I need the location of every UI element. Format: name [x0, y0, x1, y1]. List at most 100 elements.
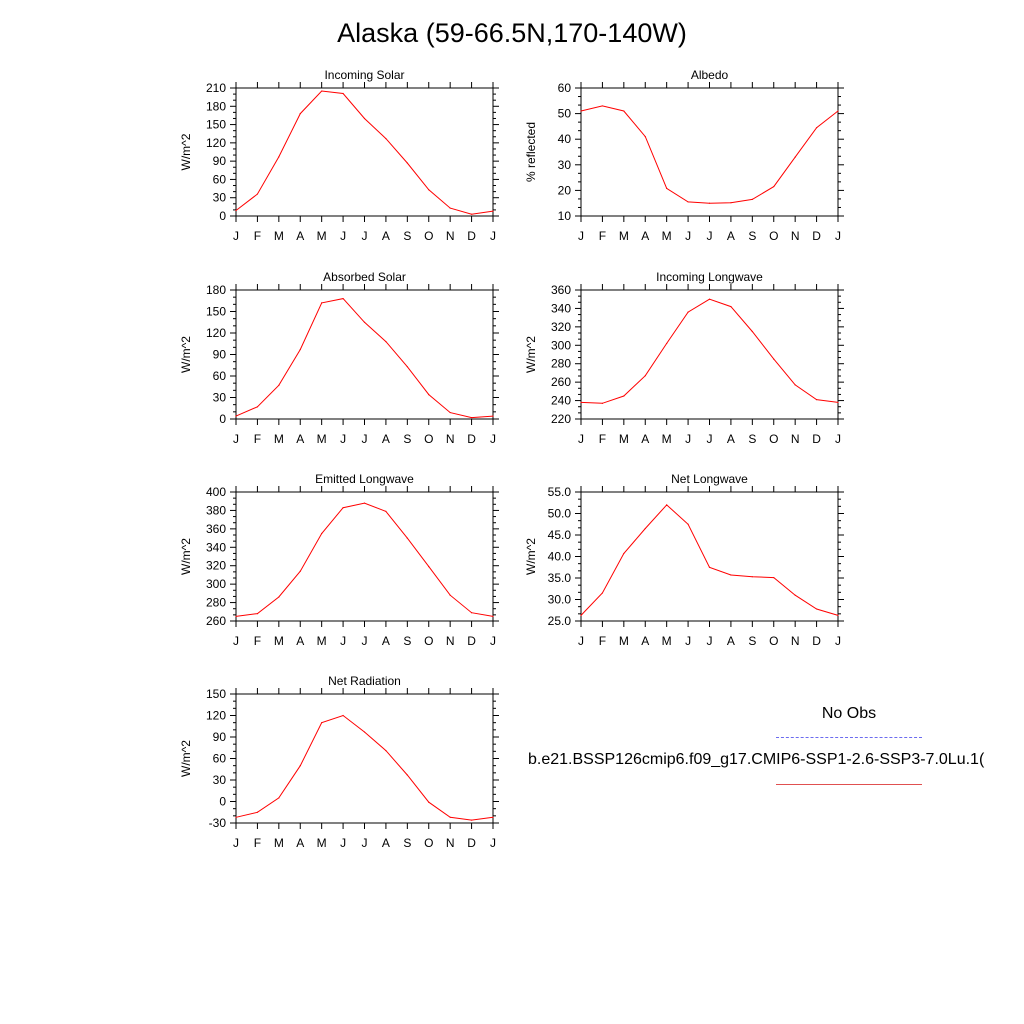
chart-4-data-point	[751, 330, 753, 333]
chart-1-data-point	[342, 92, 344, 95]
chart-5-xtick-label: M	[274, 634, 284, 648]
chart-7-xtick-label: D	[467, 836, 476, 850]
chart-7-data-point	[449, 816, 451, 818]
chart-3-xtick-label: S	[403, 432, 411, 446]
chart-6-data-point	[644, 527, 646, 530]
chart-4-xtick-label: M	[662, 432, 672, 446]
chart-7-data-point	[492, 816, 494, 818]
chart-6-ytick-label: 35.0	[548, 571, 572, 585]
chart-1-xtick-label: S	[403, 229, 411, 243]
chart-5-data-point	[363, 502, 366, 504]
chart-5-xtick-label: N	[446, 634, 455, 648]
chart-5-ytick-label: 260	[206, 614, 226, 628]
chart-4-xtick-label: J	[835, 432, 841, 446]
chart-1-ytick-label: 120	[206, 136, 226, 150]
chart-6-data-point	[773, 576, 775, 579]
chart-7-data-point	[363, 731, 366, 733]
chart-7-data-point	[428, 801, 430, 803]
chart-3-ytick-label: 30	[213, 391, 227, 405]
chart-3-data-point	[235, 415, 237, 417]
chart-5-data-point	[256, 613, 259, 615]
chart-5-ylabel: W/m^2	[179, 538, 193, 575]
chart-3-xtick-label: D	[467, 432, 476, 446]
chart-6-ytick-label: 40.0	[548, 550, 572, 564]
chart-1-ytick-label: 90	[213, 154, 227, 168]
chart-3-data-point	[278, 384, 280, 386]
chart-7-xtick-label: A	[382, 836, 390, 850]
page-title: Alaska (59-66.5N,170-140W)	[337, 18, 687, 48]
chart-4-data-point	[601, 402, 604, 404]
chart-1-ytick-label: 150	[206, 118, 226, 132]
chart-3-xtick-label: J	[362, 432, 368, 446]
chart-2-data-point	[815, 127, 818, 129]
chart-5-xtick-label: O	[424, 634, 433, 648]
chart-1-data-point	[256, 193, 259, 195]
chart-7-series-line	[235, 714, 494, 821]
chart-6-data-point	[794, 594, 796, 596]
chart-4-xtick-label: D	[812, 432, 821, 446]
chart-5-xtick-label: A	[382, 634, 390, 648]
chart-2-data-point	[773, 185, 775, 188]
chart-4-data-point	[837, 401, 839, 404]
chart-1-ytick-label: 210	[206, 81, 226, 95]
chart-2-title: Albedo	[691, 68, 729, 82]
chart-7-xtick-label: A	[296, 836, 304, 850]
chart-7-ytick-label: 150	[206, 687, 226, 701]
chart-3-data-point	[256, 406, 259, 408]
chart-5-xtick-label: J	[340, 634, 346, 648]
chart-6-data-point	[751, 576, 753, 578]
chart-1-ytick-label: 180	[206, 99, 226, 113]
chart-2-ytick-label: 60	[558, 81, 572, 95]
chart-3-ytick-label: 180	[206, 283, 226, 297]
chart-1-xtick-label: O	[424, 229, 433, 243]
chart-5-ytick-label: 280	[206, 596, 226, 610]
chart-7-data-point	[299, 765, 301, 767]
chart-6-data-point	[623, 552, 625, 555]
chart-4-ytick-label: 260	[551, 375, 571, 389]
chart-6-data-point	[666, 504, 668, 506]
chart-2-data-point	[666, 187, 668, 189]
chart-5-xtick-label: J	[362, 634, 368, 648]
chart-4-ytick-label: 220	[551, 412, 571, 426]
chart-3-ytick-label: 0	[219, 412, 226, 426]
chart-3-data-point	[449, 411, 451, 414]
chart-6-ylabel: W/m^2	[524, 538, 538, 575]
chart-6-xtick-label: M	[619, 634, 629, 648]
chart-2-data-point	[601, 105, 604, 107]
chart-1-data-point	[385, 137, 387, 140]
chart-4-title: Incoming Longwave	[656, 270, 763, 284]
chart-1-xtick-label: J	[233, 229, 239, 243]
chart-6-plot-frame	[580, 491, 839, 622]
chart-3-data-point	[428, 394, 430, 396]
chart-3-ytick-label: 90	[213, 348, 227, 362]
chart-1-series-line	[235, 90, 494, 215]
chart-4-data-point	[815, 399, 818, 401]
chart-5-data-point	[406, 537, 408, 539]
chart-6-xtick-label: J	[685, 634, 691, 648]
chart-7-data-point	[278, 797, 280, 799]
chart-5-xtick-label: A	[296, 634, 304, 648]
chart-5-xtick-label: J	[233, 634, 239, 648]
chart-6-title: Net Longwave	[671, 472, 748, 486]
chart-2-xtick-label: N	[791, 229, 800, 243]
chart-6-xtick-label: A	[727, 634, 735, 648]
chart-7-xtick-label: J	[362, 836, 368, 850]
chart-3-data-point	[470, 416, 473, 419]
chart-2-ytick-label: 30	[558, 158, 572, 172]
chart-1-xtick-label: A	[382, 229, 390, 243]
chart-4-data-point	[580, 401, 582, 404]
chart-4-xtick-label: M	[619, 432, 629, 446]
chart-2-xtick-label: J	[578, 229, 584, 243]
chart-1-data-point	[428, 189, 430, 191]
chart-5-data-point	[428, 566, 430, 568]
chart-1-xtick-label: J	[362, 229, 368, 243]
chart-7-xtick-label: J	[490, 836, 496, 850]
legend-obs-label: No Obs	[821, 705, 877, 722]
chart-4-data-point	[794, 384, 796, 386]
chart-6-data-point	[580, 614, 582, 617]
chart-6-data-point	[837, 614, 839, 617]
chart-3-xtick-label: F	[254, 432, 261, 446]
chart-1-data-point	[278, 156, 280, 158]
chart-6-data-point	[687, 523, 689, 525]
chart-3-xtick-label: O	[424, 432, 433, 446]
